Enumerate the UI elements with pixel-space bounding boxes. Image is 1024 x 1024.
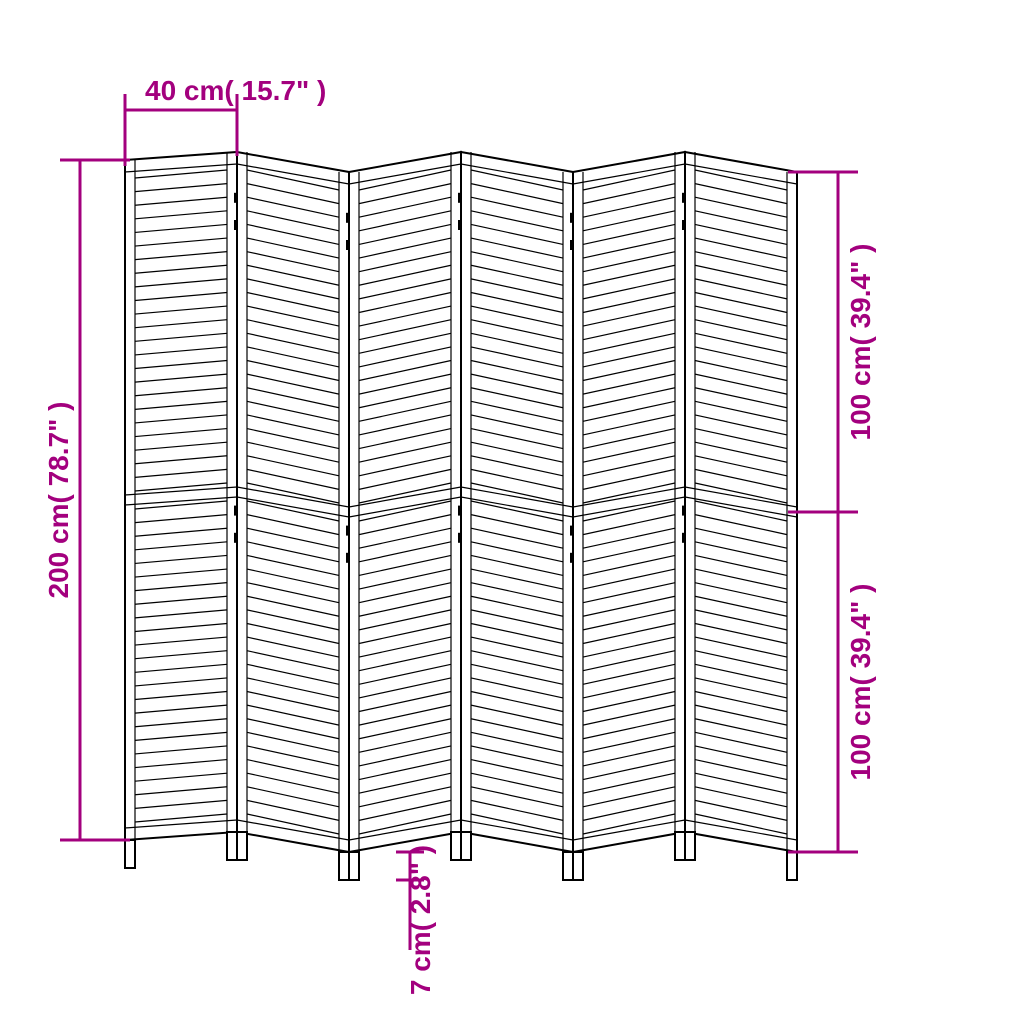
dim-panel-width-label: 40 cm( 15.7" ) xyxy=(145,75,326,106)
dim-leg-height-label: 7 cm( 2.8" ) xyxy=(405,845,436,995)
dimension-diagram: 40 cm( 15.7" ) 200 cm( 78.7" ) 100 cm( 39.… xyxy=(0,0,1024,1024)
panel xyxy=(237,152,352,880)
panel xyxy=(125,152,240,868)
panel xyxy=(349,152,464,880)
panel xyxy=(461,152,576,880)
panel xyxy=(573,152,688,880)
dim-leg-height: 7 cm( 2.8" ) xyxy=(396,845,436,995)
dim-upper-half-label: 100 cm( 39.4" ) xyxy=(845,244,876,441)
dim-total-height: 200 cm( 78.7" ) xyxy=(43,160,130,840)
dim-upper-half: 100 cm( 39.4" ) xyxy=(788,172,876,512)
dim-total-height-label: 200 cm( 78.7" ) xyxy=(43,402,74,599)
dim-lower-half: 100 cm( 39.4" ) xyxy=(788,512,876,852)
panel xyxy=(685,152,797,880)
dim-lower-half-label: 100 cm( 39.4" ) xyxy=(845,584,876,781)
panels-group xyxy=(125,152,797,880)
